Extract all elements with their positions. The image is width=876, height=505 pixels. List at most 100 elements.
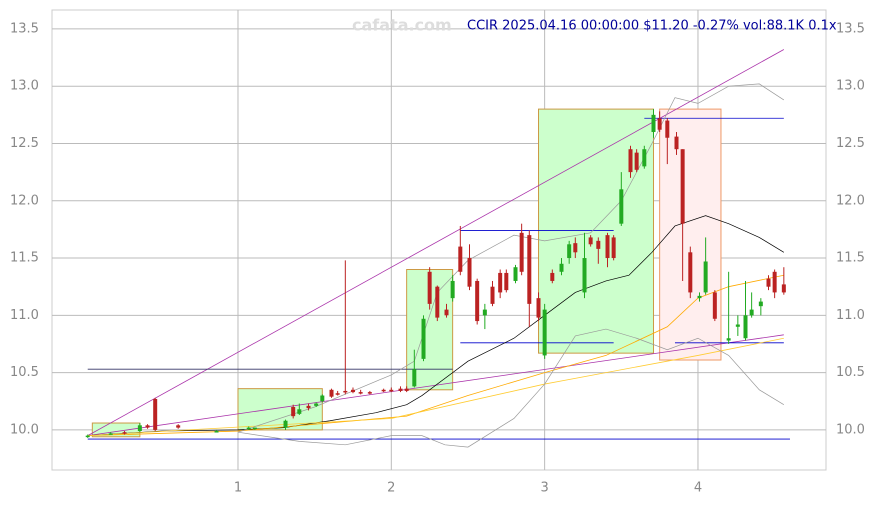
candle-body — [176, 425, 181, 428]
candle-body — [306, 405, 311, 409]
candle-body — [651, 114, 656, 133]
candle-body — [513, 267, 518, 281]
candle-body — [634, 152, 639, 170]
watermark: cafata.com — [352, 16, 452, 35]
y-tick-label-right: 13.5 — [836, 21, 865, 36]
candle-body — [350, 389, 355, 393]
candle-body — [766, 278, 771, 287]
x-tick-label: 3 — [541, 481, 549, 496]
candle-body — [527, 235, 532, 304]
candle-body — [335, 393, 340, 395]
y-tick-label-right: 10.0 — [836, 422, 865, 437]
candle-body — [688, 252, 693, 293]
y-tick-label: 11.5 — [10, 251, 39, 266]
y-tick-label-right: 11.5 — [836, 251, 865, 266]
candle-body — [320, 395, 325, 402]
candle-body — [703, 261, 708, 293]
zone-box — [538, 108, 655, 354]
candle-body — [458, 246, 463, 272]
candle-body — [246, 427, 251, 430]
x-tick-label: 2 — [387, 481, 395, 496]
candle-body — [122, 432, 127, 434]
candle-body — [697, 295, 702, 299]
candle-body — [743, 315, 748, 339]
candle-body — [145, 425, 150, 428]
y-tick-label-right: 10.5 — [836, 365, 865, 380]
candle-body — [749, 309, 754, 316]
indicator-line — [87, 49, 785, 436]
zone-box — [659, 108, 722, 361]
candle-body — [559, 263, 564, 272]
x-tick-label: 1 — [234, 481, 242, 496]
x-tick-label: 4 — [694, 481, 702, 496]
candle-body — [329, 389, 334, 397]
candle-body — [108, 433, 113, 435]
candle-body — [498, 272, 503, 293]
indicator-line — [237, 328, 785, 448]
indicator-line — [87, 274, 784, 437]
candle-body — [588, 237, 593, 245]
candle-body — [735, 324, 740, 327]
candle-body — [381, 389, 386, 392]
chart-title: CCIR 2025.04.16 00:00:00 $11.20 -0.27% v… — [467, 19, 837, 34]
indicator-line — [237, 83, 785, 433]
candle-body — [519, 232, 524, 272]
candle-body — [605, 235, 610, 259]
candle-body — [427, 271, 432, 304]
candle-body — [85, 435, 90, 438]
candle-body — [358, 392, 363, 394]
candle-body — [573, 243, 578, 253]
candle-body — [674, 136, 679, 150]
candle-body — [781, 284, 786, 293]
candle-body — [475, 280, 480, 322]
candle-body — [297, 409, 302, 414]
y-tick-label: 11.0 — [10, 308, 39, 323]
y-tick-label: 10.0 — [10, 422, 39, 437]
candle-body — [642, 149, 647, 167]
candle-body — [619, 189, 624, 224]
candle-body — [137, 425, 142, 432]
candle-body — [628, 149, 633, 173]
y-tick-label: 10.5 — [10, 365, 39, 380]
candle-body — [412, 369, 417, 387]
candle-body — [611, 237, 616, 259]
candle-body — [680, 149, 685, 224]
candle-body — [467, 258, 472, 287]
candle-body — [712, 292, 717, 319]
candle-body — [444, 309, 449, 316]
candle-body — [343, 390, 348, 393]
candle-body — [482, 309, 487, 316]
y-tick-label-right: 13.0 — [836, 79, 865, 94]
y-tick-label: 13.5 — [10, 21, 39, 36]
y-tick-label-right: 12.5 — [836, 136, 865, 151]
candle-body — [291, 406, 296, 417]
candle-body — [582, 258, 587, 293]
candle-body — [283, 420, 288, 428]
candle-body — [550, 272, 555, 281]
candle-body — [153, 398, 158, 430]
candle-body — [504, 272, 509, 291]
candle-body — [398, 388, 403, 391]
candle-body — [596, 240, 601, 249]
y-tick-label: 12.0 — [10, 193, 39, 208]
candle-body — [435, 286, 440, 318]
y-tick-label-right: 12.0 — [836, 193, 865, 208]
candle-body — [758, 301, 763, 307]
plot-frame — [51, 9, 827, 471]
candle-body — [665, 120, 670, 138]
candle-body — [314, 403, 319, 406]
candle-body — [404, 388, 409, 391]
candle-body — [214, 431, 219, 433]
candle-body — [450, 280, 455, 299]
candle-body — [772, 271, 777, 293]
candle-body — [726, 338, 731, 341]
y-tick-label: 13.0 — [10, 79, 39, 94]
candle-body — [252, 427, 257, 430]
candle-body — [389, 389, 394, 392]
y-tick-label: 12.5 — [10, 136, 39, 151]
y-tick-label-right: 11.0 — [836, 308, 865, 323]
candle-body — [367, 392, 372, 394]
candle-body — [421, 318, 426, 359]
candle-body — [542, 309, 547, 356]
